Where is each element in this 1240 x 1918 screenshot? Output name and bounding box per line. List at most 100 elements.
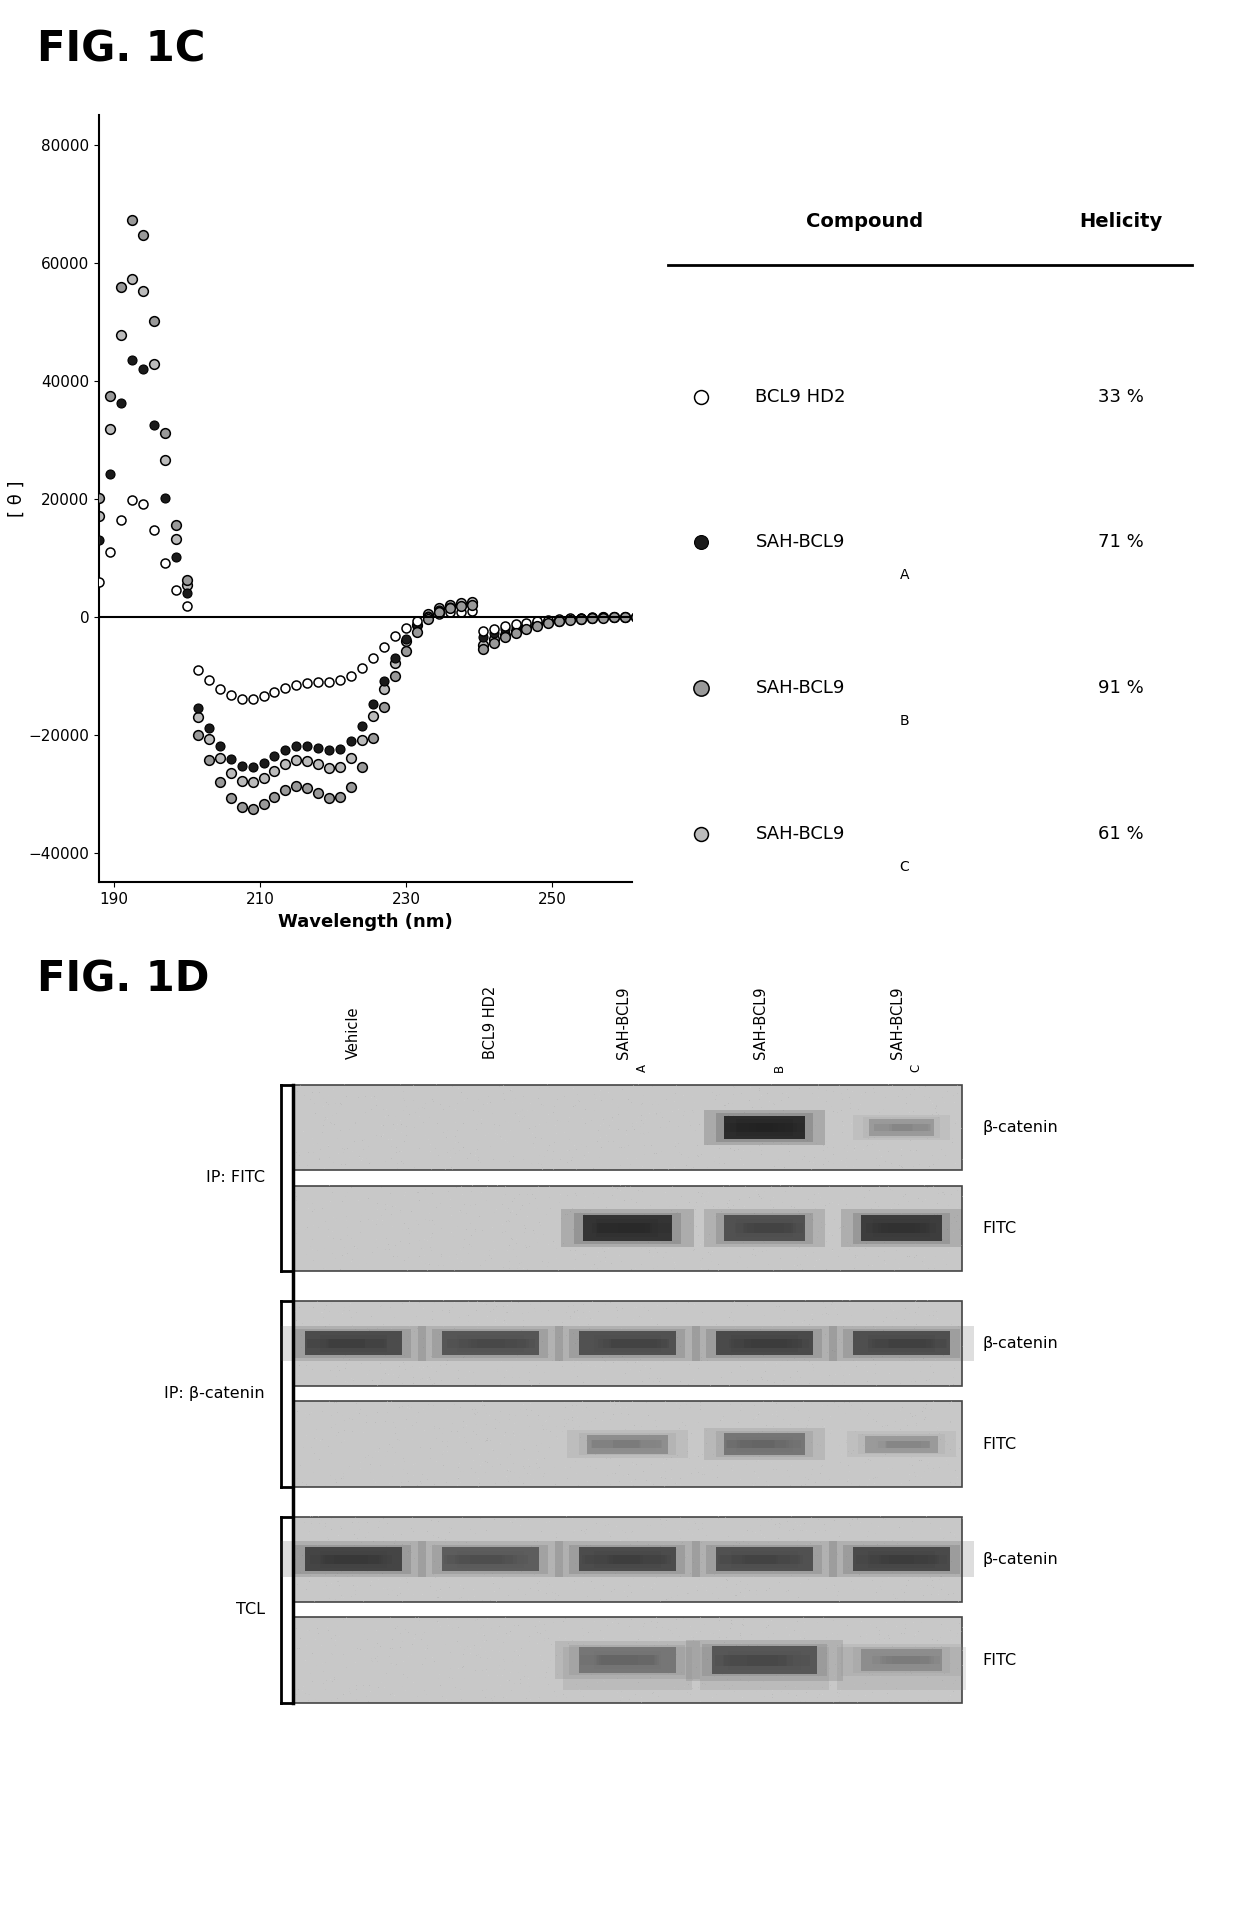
Bar bbox=[737, 1437, 792, 1452]
Bar bbox=[305, 1331, 402, 1356]
Bar bbox=[885, 1440, 929, 1448]
Bar bbox=[724, 1655, 786, 1665]
Bar bbox=[443, 1548, 539, 1571]
Bar bbox=[618, 1224, 671, 1233]
Bar bbox=[293, 1185, 962, 1272]
Bar bbox=[877, 1438, 926, 1450]
Bar bbox=[718, 1555, 776, 1565]
Bar bbox=[853, 1331, 950, 1356]
Bar bbox=[858, 1435, 945, 1454]
Bar bbox=[724, 1433, 805, 1456]
Bar bbox=[594, 1335, 661, 1352]
Bar bbox=[325, 1555, 383, 1565]
Bar bbox=[889, 1555, 947, 1565]
Bar bbox=[579, 1548, 676, 1571]
Bar bbox=[579, 1548, 676, 1571]
Bar bbox=[837, 1648, 966, 1690]
Bar bbox=[870, 1555, 929, 1565]
Bar bbox=[606, 1555, 665, 1565]
Bar bbox=[853, 1212, 950, 1243]
Bar bbox=[892, 1124, 930, 1132]
Bar bbox=[888, 1224, 936, 1233]
Bar bbox=[724, 1122, 773, 1132]
Bar bbox=[853, 1548, 950, 1571]
Bar bbox=[329, 1339, 387, 1348]
Bar bbox=[863, 1118, 940, 1137]
Bar bbox=[841, 1644, 962, 1676]
Text: B: B bbox=[773, 1064, 785, 1072]
Bar bbox=[742, 1555, 800, 1565]
Bar bbox=[873, 1220, 930, 1237]
Bar bbox=[433, 1329, 548, 1358]
Bar bbox=[887, 1440, 930, 1448]
Bar bbox=[861, 1216, 942, 1241]
Bar bbox=[841, 1208, 962, 1247]
Bar bbox=[717, 1331, 813, 1356]
Bar bbox=[305, 1548, 402, 1571]
Bar bbox=[887, 1440, 930, 1448]
Bar bbox=[320, 1335, 387, 1352]
Bar bbox=[556, 1325, 701, 1362]
Bar bbox=[853, 1114, 950, 1141]
Bar bbox=[455, 1555, 513, 1565]
Bar bbox=[889, 1339, 947, 1348]
Bar bbox=[874, 1124, 913, 1132]
Text: C: C bbox=[909, 1064, 923, 1072]
Bar bbox=[459, 1339, 517, 1348]
Bar bbox=[843, 1329, 960, 1358]
Bar bbox=[730, 1552, 799, 1567]
Text: 91 %: 91 % bbox=[1099, 679, 1143, 696]
Bar bbox=[588, 1435, 668, 1454]
Bar bbox=[889, 1124, 928, 1132]
Text: β-catenin: β-catenin bbox=[982, 1552, 1058, 1567]
Text: IP: β-catenin: IP: β-catenin bbox=[164, 1387, 265, 1402]
Text: C: C bbox=[899, 859, 909, 875]
Text: β-catenin: β-catenin bbox=[982, 1120, 1058, 1135]
Bar bbox=[879, 1555, 936, 1565]
Bar bbox=[888, 1339, 946, 1348]
Text: β-catenin: β-catenin bbox=[982, 1337, 1058, 1350]
Text: A: A bbox=[899, 568, 909, 583]
Bar bbox=[724, 1433, 805, 1456]
Bar bbox=[598, 1224, 650, 1233]
Bar bbox=[879, 1122, 924, 1134]
Bar bbox=[306, 1339, 365, 1348]
Bar bbox=[869, 1118, 934, 1135]
Bar bbox=[599, 1655, 657, 1665]
Bar bbox=[730, 1122, 779, 1132]
Bar bbox=[830, 1542, 975, 1577]
Text: Vehicle: Vehicle bbox=[346, 1007, 361, 1059]
Bar bbox=[717, 1112, 813, 1141]
Bar bbox=[878, 1224, 926, 1233]
Bar bbox=[327, 1339, 386, 1348]
Bar bbox=[744, 1339, 801, 1348]
Bar bbox=[712, 1646, 817, 1674]
Bar bbox=[853, 1331, 950, 1356]
Bar bbox=[868, 1339, 926, 1348]
Bar bbox=[326, 1339, 384, 1348]
Bar bbox=[471, 1339, 529, 1348]
Y-axis label: [ θ ]: [ θ ] bbox=[7, 480, 26, 518]
Bar bbox=[861, 1649, 942, 1671]
Bar bbox=[751, 1339, 808, 1348]
Bar bbox=[868, 1335, 935, 1352]
Bar bbox=[596, 1220, 658, 1237]
Bar bbox=[603, 1339, 661, 1348]
Bar bbox=[594, 1651, 661, 1669]
Bar bbox=[753, 1440, 801, 1448]
Bar bbox=[560, 1208, 694, 1247]
Bar bbox=[867, 1224, 915, 1233]
Text: 33 %: 33 % bbox=[1099, 387, 1143, 405]
Bar bbox=[591, 1440, 640, 1448]
Bar bbox=[748, 1224, 796, 1233]
Bar bbox=[712, 1646, 817, 1674]
Bar bbox=[869, 1118, 934, 1135]
Text: SAH-BCL9: SAH-BCL9 bbox=[616, 986, 631, 1059]
Text: B: B bbox=[899, 713, 909, 729]
Bar bbox=[444, 1555, 502, 1565]
Bar bbox=[579, 1648, 676, 1672]
Bar bbox=[305, 1331, 402, 1356]
Bar bbox=[727, 1440, 775, 1448]
Bar bbox=[456, 1552, 525, 1567]
Bar bbox=[335, 1555, 392, 1565]
